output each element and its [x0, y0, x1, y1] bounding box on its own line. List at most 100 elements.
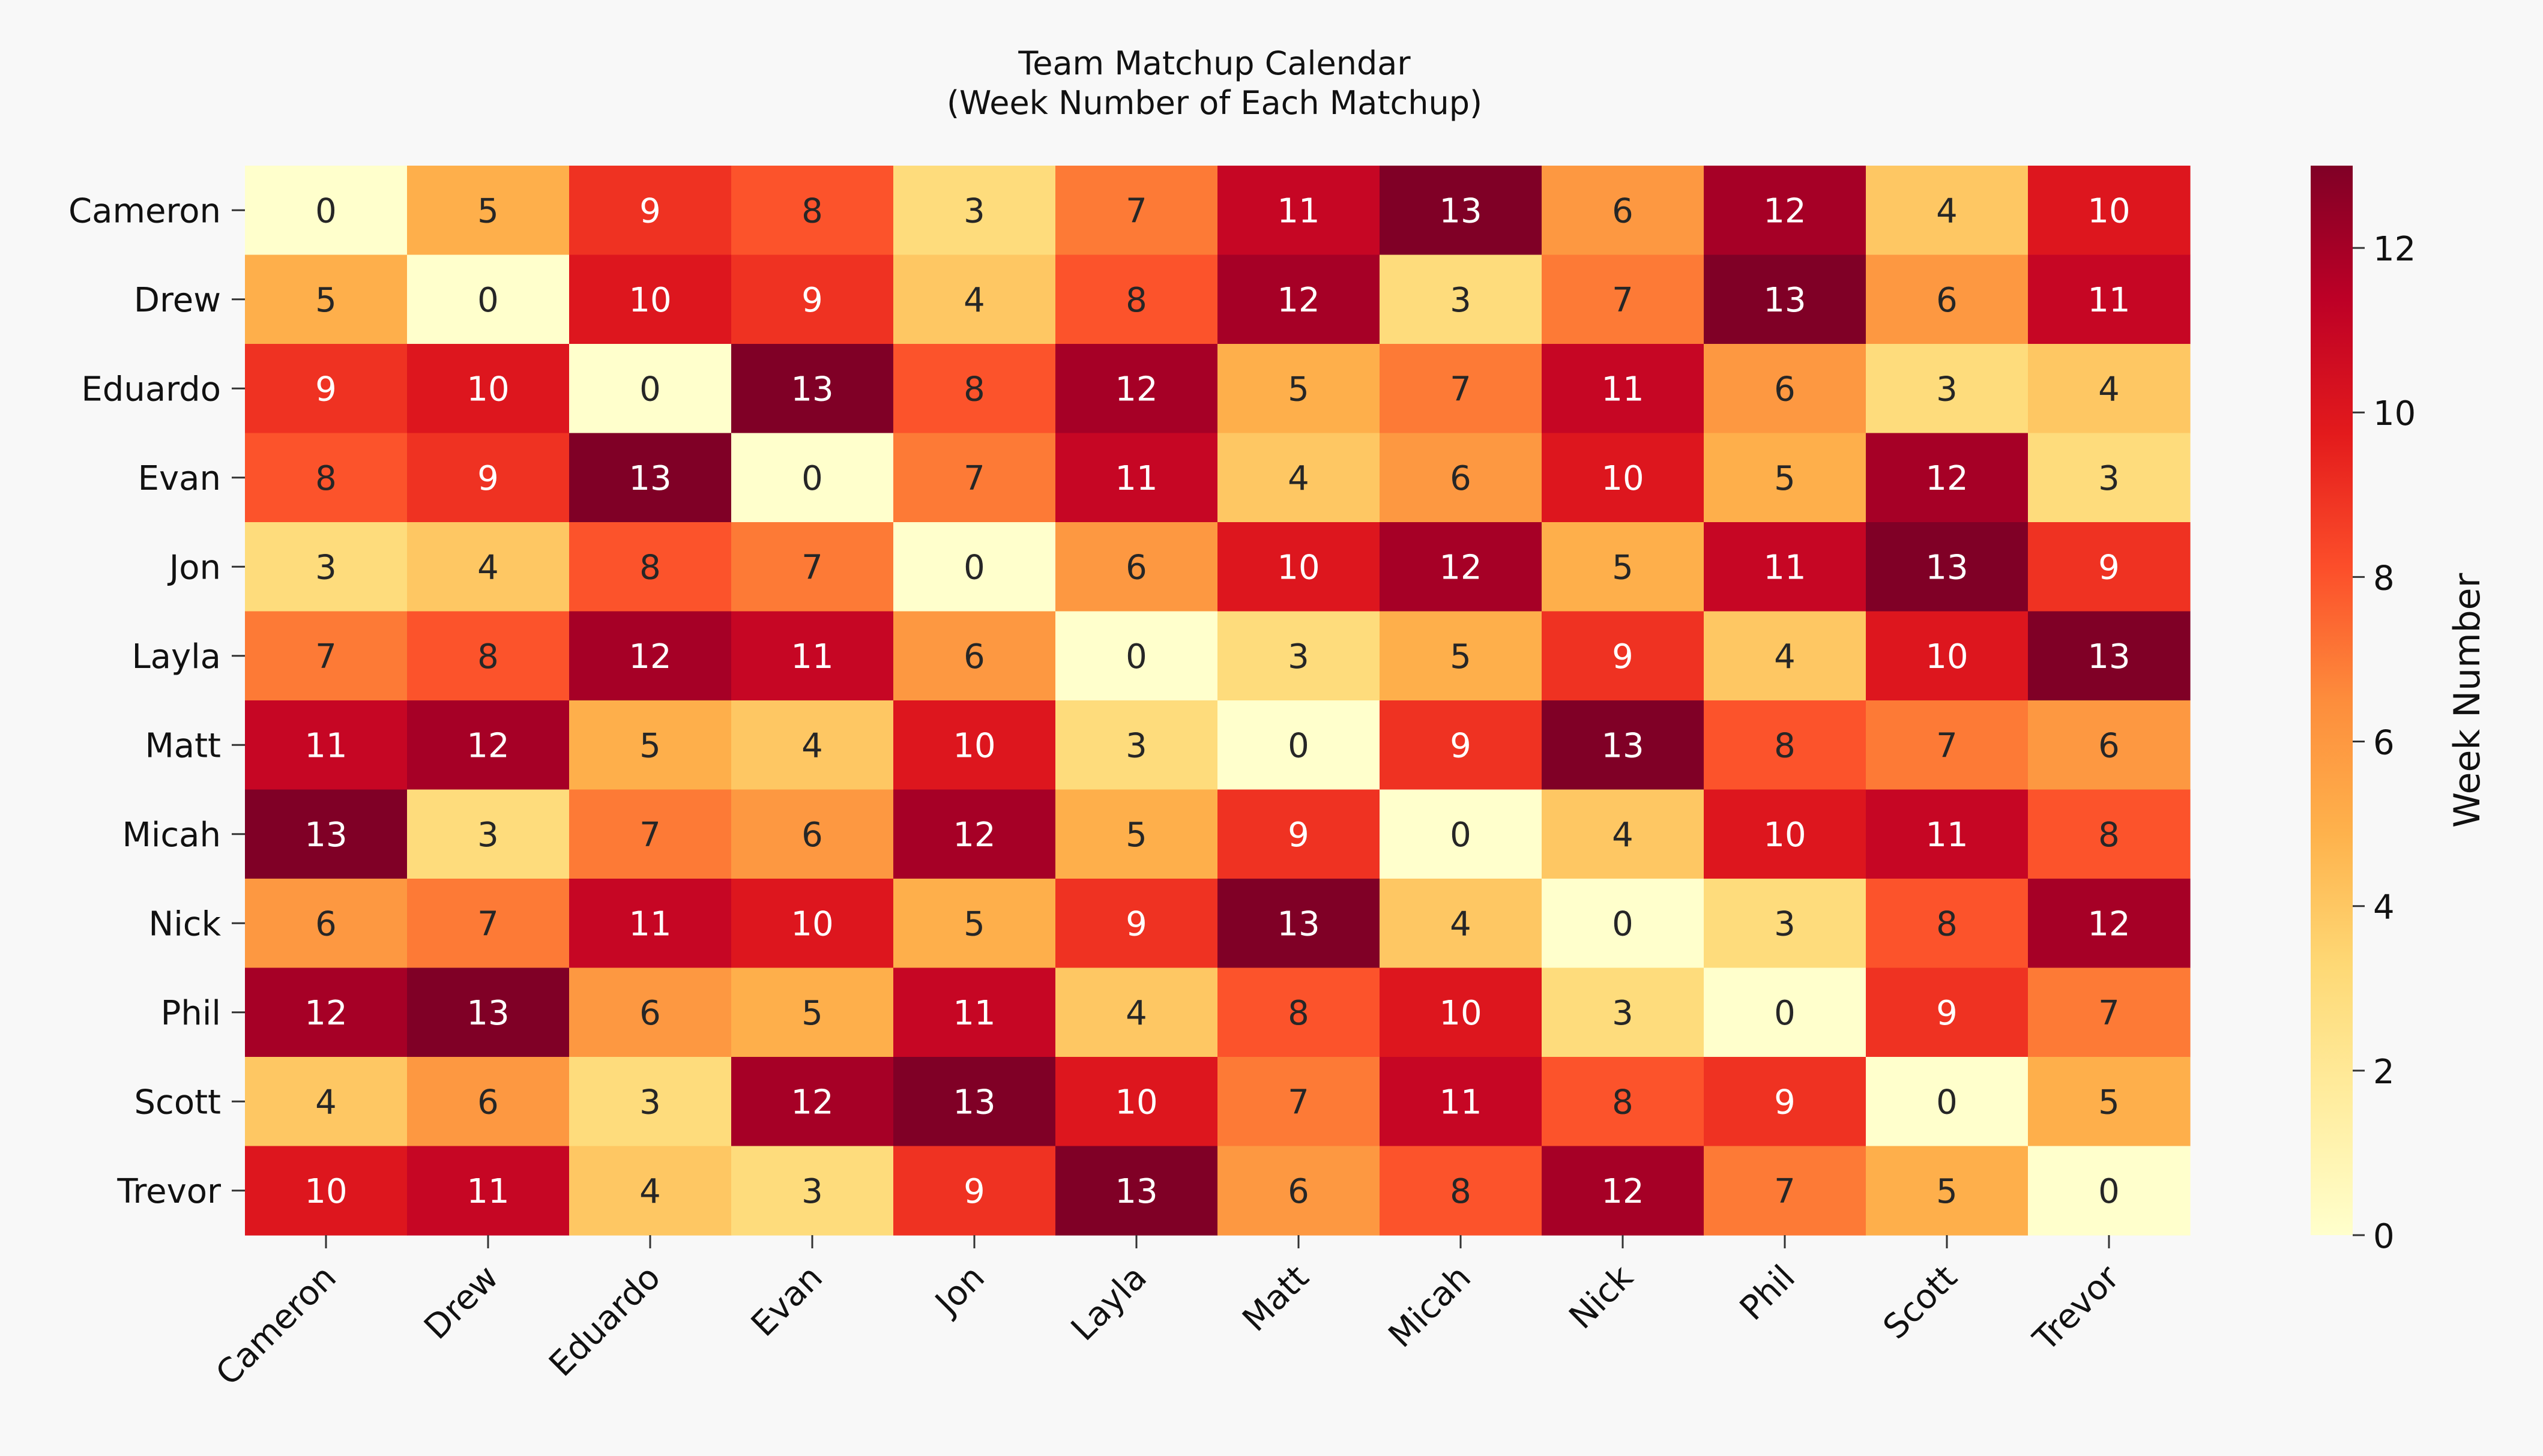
cell-value-label: 8: [1450, 1172, 1471, 1211]
cell-value-label: 11: [1925, 816, 1968, 855]
cell-value-label: 9: [964, 1172, 985, 1211]
heatmap-cell: [569, 789, 732, 879]
cell-value-label: 4: [964, 281, 985, 320]
heatmap-cell: [1380, 700, 1542, 790]
heatmap-cell: [407, 166, 570, 256]
heatmap-cell: [245, 254, 408, 344]
heatmap-cell: [245, 700, 408, 790]
heatmap-cell: [407, 700, 570, 790]
colorbar-tick-label: 12: [2373, 230, 2416, 269]
cell-value-label: 9: [1936, 994, 1958, 1033]
heatmap-cell: [1217, 967, 1380, 1057]
cell-value-label: 0: [1450, 816, 1471, 855]
cell-value-label: 10: [304, 1172, 347, 1211]
cell-value-label: 9: [1450, 726, 1471, 765]
heatmap-cell: [1866, 967, 2029, 1057]
cell-value-label: 12: [1925, 459, 1968, 498]
cell-value-label: 11: [1601, 370, 1644, 409]
cell-value-label: 10: [1763, 816, 1806, 855]
cell-value-label: 9: [801, 281, 823, 320]
cell-value-label: 5: [1126, 816, 1147, 855]
heatmap-cell: [893, 879, 1056, 969]
heatmap-cell: [893, 344, 1056, 434]
heatmap-cell: [731, 166, 894, 256]
cell-value-label: 13: [304, 816, 347, 855]
colorbar-tick-label: 0: [2373, 1217, 2395, 1256]
cell-value-label: 11: [304, 726, 347, 765]
heatmap-cell: [407, 254, 570, 344]
heatmap-cell: [407, 344, 570, 434]
heatmap-cell: [569, 1057, 732, 1147]
heatmap-cell: [1866, 433, 2029, 523]
heatmap-cell: [1542, 166, 1704, 256]
heatmap-cell: [569, 879, 732, 969]
row-tick-label: Phil: [161, 994, 221, 1033]
cell-value-label: 6: [1126, 548, 1147, 587]
row-tick-labels: Cameron Drew Eduardo Evan Jon Layla Matt Micah N…: [68, 191, 245, 1211]
heatmap-cell: [1542, 611, 1704, 701]
heatmap-cell: [1055, 1057, 1218, 1147]
heatmap-cell: [1704, 254, 1866, 344]
cell-value-label: 6: [639, 994, 661, 1033]
cell-value-label: 9: [315, 370, 337, 409]
heatmap-cell: [569, 611, 732, 701]
heatmap-cell: [1866, 344, 2029, 434]
heatmap-cell: [2028, 1057, 2191, 1147]
heatmap-cell: [1055, 254, 1218, 344]
colorbar-ticks: 0 2 4 6 8 10 12: [2353, 230, 2416, 1256]
cell-value-label: 11: [1439, 1083, 1482, 1122]
heatmap-cell: [1704, 433, 1866, 523]
cell-value-label: 12: [1601, 1172, 1644, 1211]
cell-value-label: 0: [315, 191, 337, 230]
column-tick-label: Nick: [1562, 1258, 1641, 1337]
cell-value-label: 8: [1774, 726, 1796, 765]
column-tick-label: Matt: [1235, 1258, 1316, 1339]
heatmap-cell: [569, 522, 732, 612]
heatmap-cell: [1217, 522, 1380, 612]
cell-value-label: 12: [629, 637, 671, 676]
cell-value-label: 10: [791, 904, 833, 943]
heatmap-cell: [1055, 433, 1218, 523]
cell-value-label: 5: [639, 726, 661, 765]
heatmap-cell: [1380, 879, 1542, 969]
cell-value-label: 0: [477, 281, 499, 320]
heatmap-cell: [245, 1146, 408, 1236]
heatmap-cell: [1380, 522, 1542, 612]
column-tick-label: Eduardo: [541, 1258, 668, 1384]
heatmap-cell: [1704, 967, 1866, 1057]
heatmap-cell: [1704, 1146, 1866, 1236]
cell-value-label: 4: [477, 548, 499, 587]
cell-value-label: 4: [1288, 459, 1309, 498]
heatmap-cell: [2028, 166, 2191, 256]
row-tick-label: Cameron: [68, 191, 221, 230]
heatmap-cell: [1866, 1146, 2029, 1236]
heatmap-cell: [1542, 967, 1704, 1057]
cell-value-label: 10: [953, 726, 995, 765]
cell-value-label: 10: [1115, 1083, 1157, 1122]
heatmap-cell: [1866, 789, 2029, 879]
cell-value-label: 4: [1612, 816, 1633, 855]
heatmap-cell: [1542, 1057, 1704, 1147]
row-tick-label: Matt: [145, 726, 221, 765]
heatmap-cell: [893, 967, 1056, 1057]
cell-value-label: 3: [1936, 370, 1958, 409]
heatmap-cell: [1055, 611, 1218, 701]
cell-value-label: 10: [466, 370, 509, 409]
cell-value-label: 5: [801, 994, 823, 1033]
heatmap-cell: [1217, 344, 1380, 434]
cell-value-label: 6: [801, 816, 823, 855]
column-tick-label: Trevor: [2026, 1257, 2127, 1359]
heatmap-cell: [2028, 254, 2191, 344]
cell-value-label: 10: [1277, 548, 1320, 587]
heatmap-cell: [731, 522, 894, 612]
cell-value-label: 11: [1763, 548, 1806, 587]
heatmap-cell: [893, 700, 1056, 790]
heatmap-cell: [245, 344, 408, 434]
cell-value-label: 8: [801, 191, 823, 230]
cell-value-label: 9: [477, 459, 499, 498]
cell-value-label: 13: [629, 459, 671, 498]
heatmap-cell: [1866, 1057, 2029, 1147]
cell-value-label: 8: [1612, 1083, 1633, 1122]
heatmap-cell: [245, 879, 408, 969]
heatmap-cell: [1380, 1057, 1542, 1147]
